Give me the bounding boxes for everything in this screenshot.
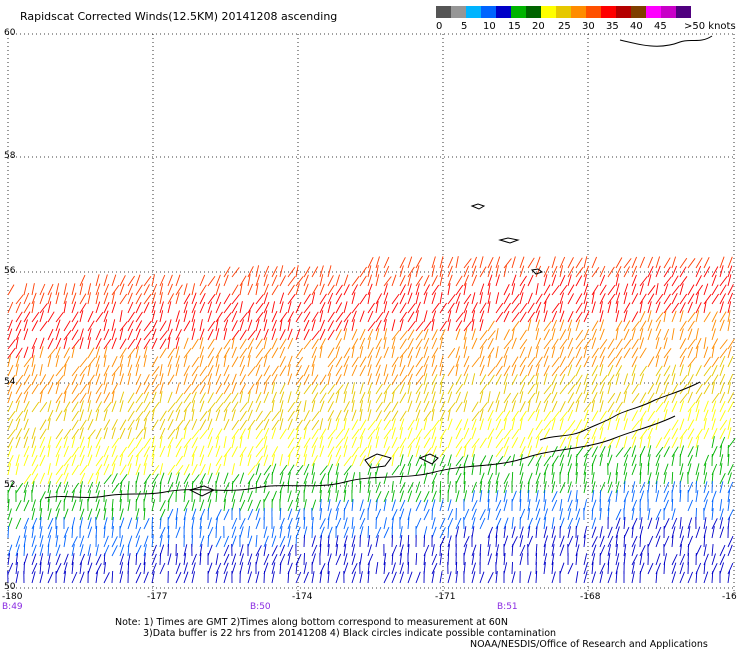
legend-swatch: [646, 6, 661, 18]
time-label: B:49: [2, 602, 23, 612]
note-line-1: Note: 1) Times are GMT 2)Times along bot…: [115, 617, 508, 628]
lat-label-52: 52: [4, 480, 16, 490]
legend-labels: 0 5 10 15 20 25 30 35 40 45 >50 knots: [430, 21, 740, 33]
legend-swatch: [631, 6, 646, 18]
lat-label-60: 60: [4, 28, 16, 38]
lon-label: -177: [147, 592, 168, 602]
legend-swatch: [616, 6, 631, 18]
wind-barbs: [7, 256, 736, 584]
map-title: Rapidscat Corrected Winds(12.5KM) 201412…: [20, 10, 338, 23]
lon-label: -180: [2, 592, 23, 602]
lon-label: -174: [292, 592, 313, 602]
note-line-2: 3)Data buffer is 22 hrs from 20141208 4)…: [143, 628, 557, 639]
lat-label-58: 58: [4, 151, 16, 161]
legend-label: 25: [558, 21, 571, 32]
lon-label: -171: [435, 592, 456, 602]
legend-swatch: [661, 6, 676, 18]
legend-swatch: [676, 6, 691, 18]
legend-swatch: [526, 6, 541, 18]
legend-swatch: [541, 6, 556, 18]
legend-label: 5: [461, 21, 468, 32]
legend-label: 10: [483, 21, 496, 32]
credit-line: NOAA/NESDIS/Office of Research and Appli…: [470, 639, 708, 650]
lon-label: -16: [722, 592, 737, 602]
lat-label-56: 56: [4, 266, 16, 276]
legend-label: 15: [508, 21, 521, 32]
legend-swatch: [451, 6, 466, 18]
legend-swatch: [481, 6, 496, 18]
legend-swatch: [556, 6, 571, 18]
legend-label: 45: [654, 21, 667, 32]
coastline: [44, 35, 713, 499]
legend-label: 40: [630, 21, 643, 32]
time-label: B:50: [250, 602, 271, 612]
legend-swatch: [466, 6, 481, 18]
legend-label: 35: [606, 21, 619, 32]
legend-swatch: [586, 6, 601, 18]
lat-label-54: 54: [4, 377, 16, 387]
legend-swatch: [436, 6, 451, 18]
legend-label: >50 knots: [684, 21, 736, 32]
legend-swatch: [496, 6, 511, 18]
legend-swatch: [571, 6, 586, 18]
legend-label: 0: [436, 21, 443, 32]
time-label: B:51: [497, 602, 518, 612]
lon-label: -168: [580, 592, 601, 602]
legend-swatch: [511, 6, 526, 18]
legend-label: 30: [582, 21, 595, 32]
legend-swatch: [601, 6, 616, 18]
lat-label-50: 50: [4, 582, 16, 592]
legend-label: 20: [532, 21, 545, 32]
wind-speed-legend: [436, 6, 691, 18]
